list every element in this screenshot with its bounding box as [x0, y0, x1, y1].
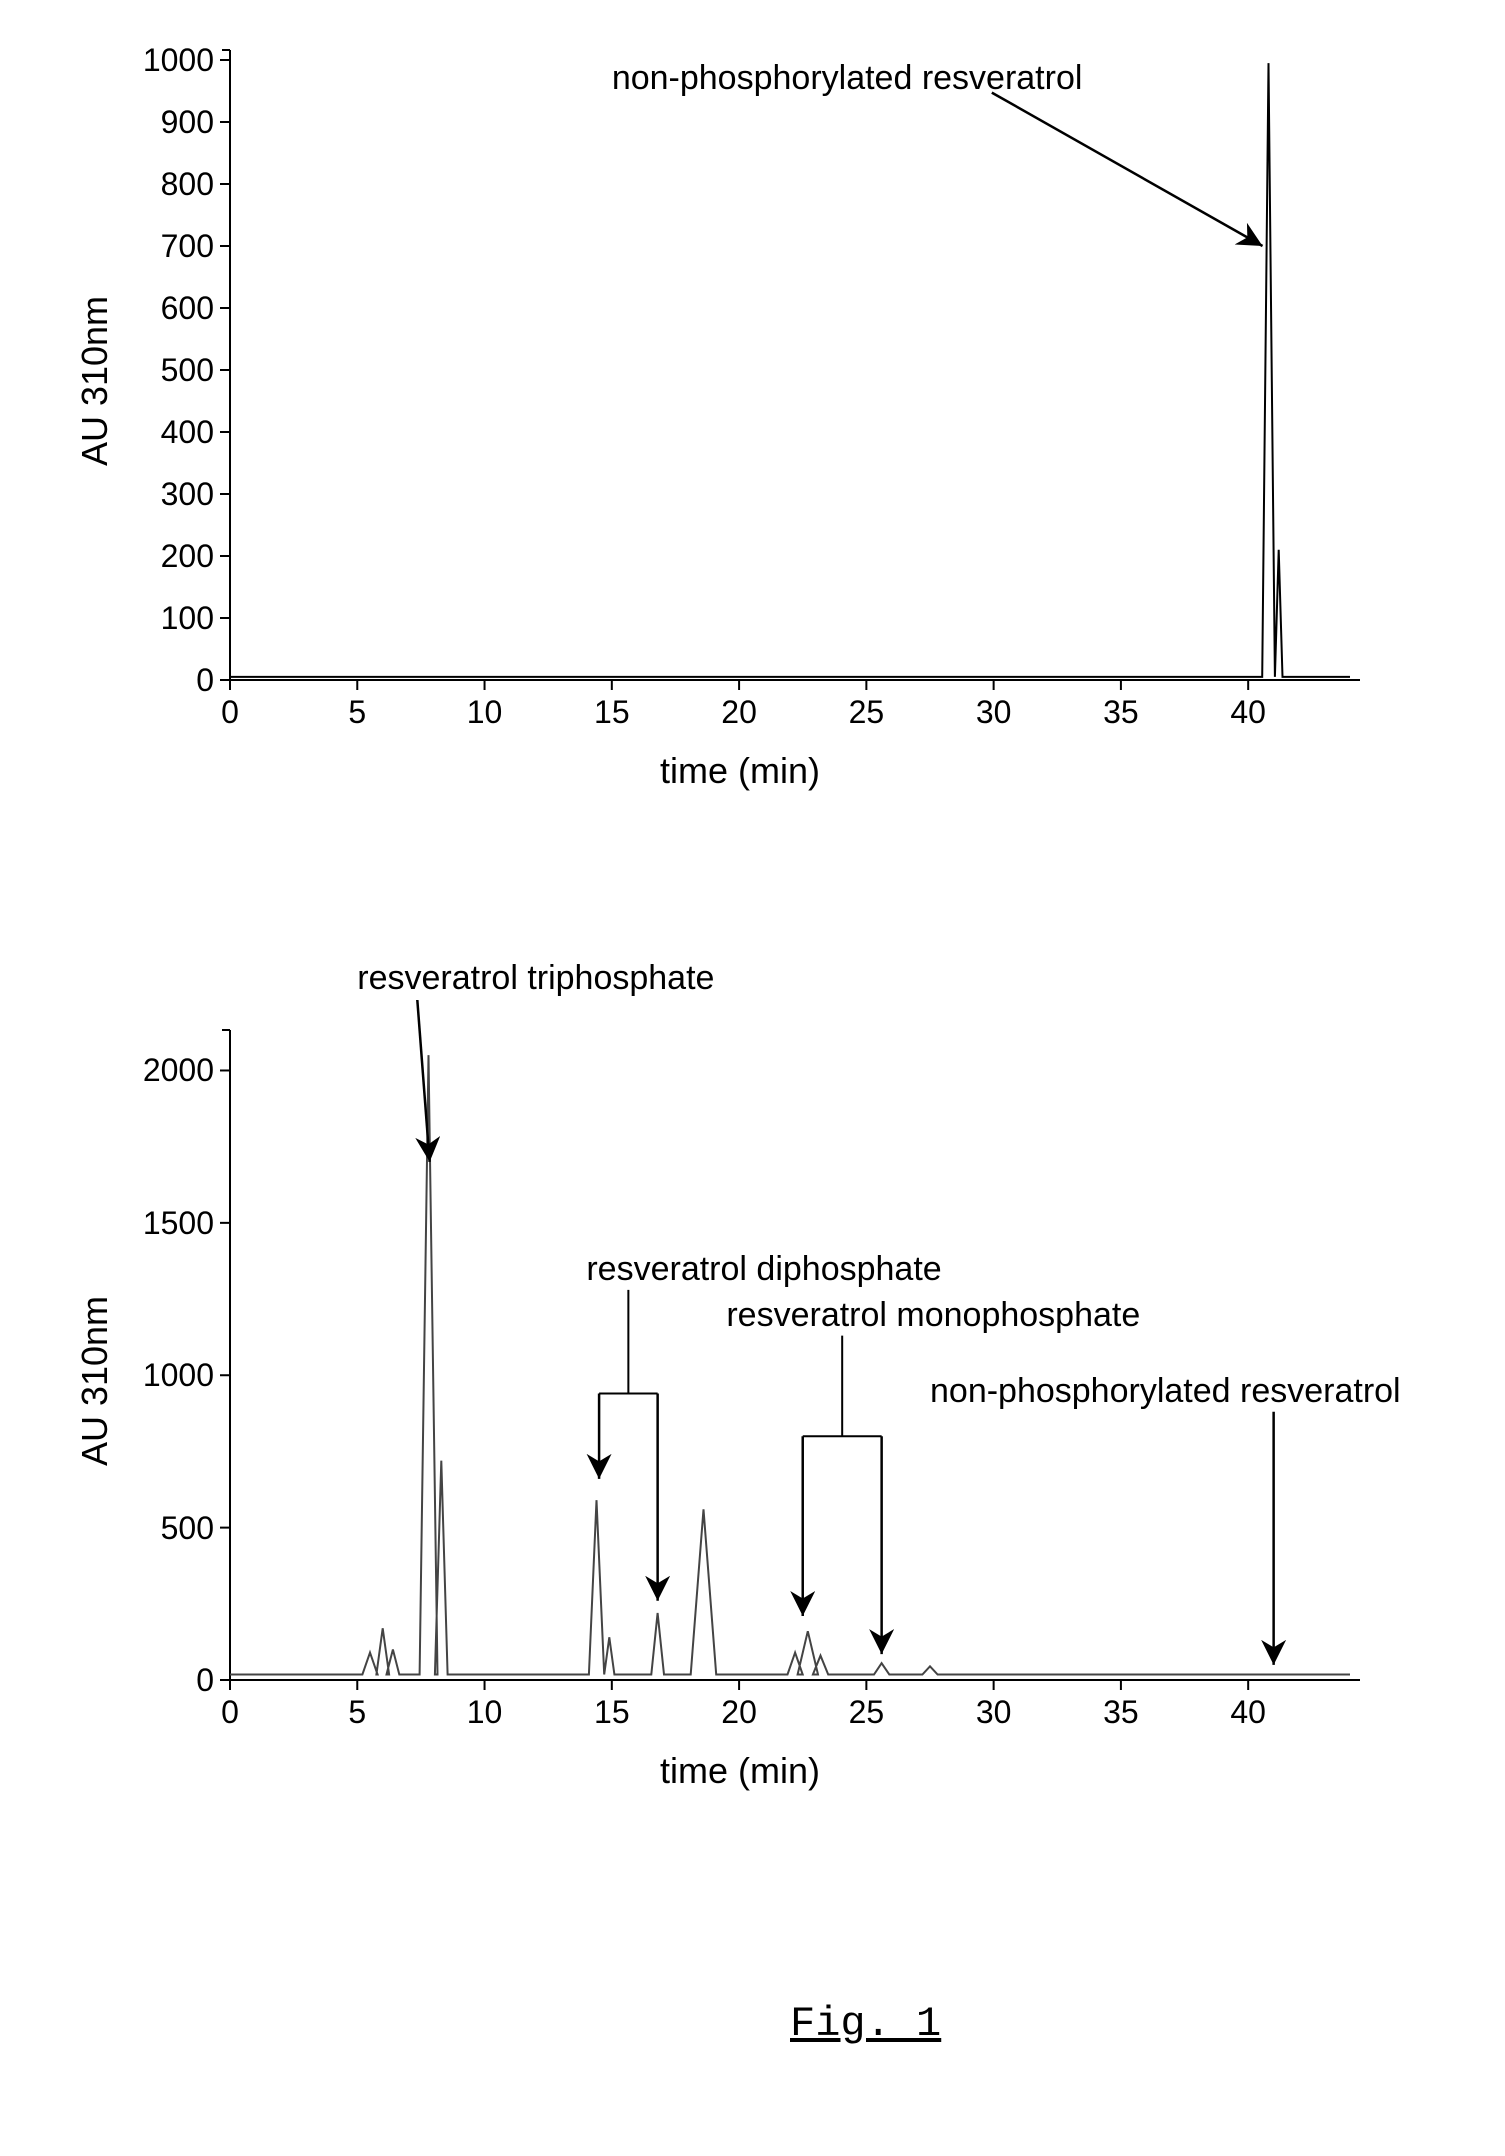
xtick-label: 20: [719, 694, 759, 731]
xtick-label: 20: [719, 1694, 759, 1731]
chart-2: AU 310nm time (min) resveratrol triphosp…: [80, 1000, 1400, 1800]
ytick-label: 400: [161, 414, 214, 451]
annotation-diphosphate: resveratrol diphosphate: [586, 1250, 941, 1289]
xtick-label: 0: [210, 1694, 250, 1731]
xtick-label: 0: [210, 694, 250, 731]
xtick-label: 25: [846, 694, 886, 731]
xtick-label: 35: [1101, 694, 1141, 731]
annotation-non-phosphorylated: non-phosphorylated resveratrol: [612, 59, 1083, 98]
xtick-label: 40: [1228, 694, 1268, 731]
annotation-triphosphate: resveratrol triphosphate: [357, 959, 714, 998]
annotation-monophosphate: resveratrol monophosphate: [726, 1296, 1140, 1335]
xtick-label: 5: [337, 1694, 377, 1731]
figure-label: Fig. 1: [790, 2000, 941, 2048]
ytick-label: 500: [161, 352, 214, 389]
page: AU 310nm time (min) non-phosphorylated r…: [0, 0, 1505, 2156]
ytick-label: 100: [161, 600, 214, 637]
ytick-label: 900: [161, 104, 214, 141]
xtick-label: 10: [465, 1694, 505, 1731]
ytick-label: 800: [161, 166, 214, 203]
ytick-label: 1000: [143, 1357, 214, 1394]
xtick-label: 15: [592, 694, 632, 731]
xtick-label: 10: [465, 694, 505, 731]
ytick-label: 300: [161, 476, 214, 513]
ytick-label: 600: [161, 290, 214, 327]
xtick-label: 30: [974, 694, 1014, 731]
annotation-non-phosphorylated-2: non-phosphorylated resveratrol: [930, 1372, 1401, 1411]
xtick-label: 35: [1101, 1694, 1141, 1731]
xtick-label: 5: [337, 694, 377, 731]
chart-1-ylabel: AU 310nm: [74, 281, 116, 481]
ytick-label: 2000: [143, 1052, 214, 1089]
xtick-label: 25: [846, 1694, 886, 1731]
ytick-label: 1500: [143, 1205, 214, 1242]
ytick-label: 700: [161, 228, 214, 265]
ytick-label: 500: [161, 1510, 214, 1547]
xtick-label: 30: [974, 1694, 1014, 1731]
chart-1-xlabel: time (min): [640, 750, 840, 792]
ytick-label: 200: [161, 538, 214, 575]
chart-1-svg: [80, 40, 1400, 800]
chart-1: AU 310nm time (min) non-phosphorylated r…: [80, 40, 1400, 800]
ytick-label: 1000: [143, 42, 214, 79]
chart-2-xlabel: time (min): [640, 1750, 840, 1792]
xtick-label: 15: [592, 1694, 632, 1731]
xtick-label: 40: [1228, 1694, 1268, 1731]
chart-2-ylabel: AU 310nm: [74, 1281, 116, 1481]
